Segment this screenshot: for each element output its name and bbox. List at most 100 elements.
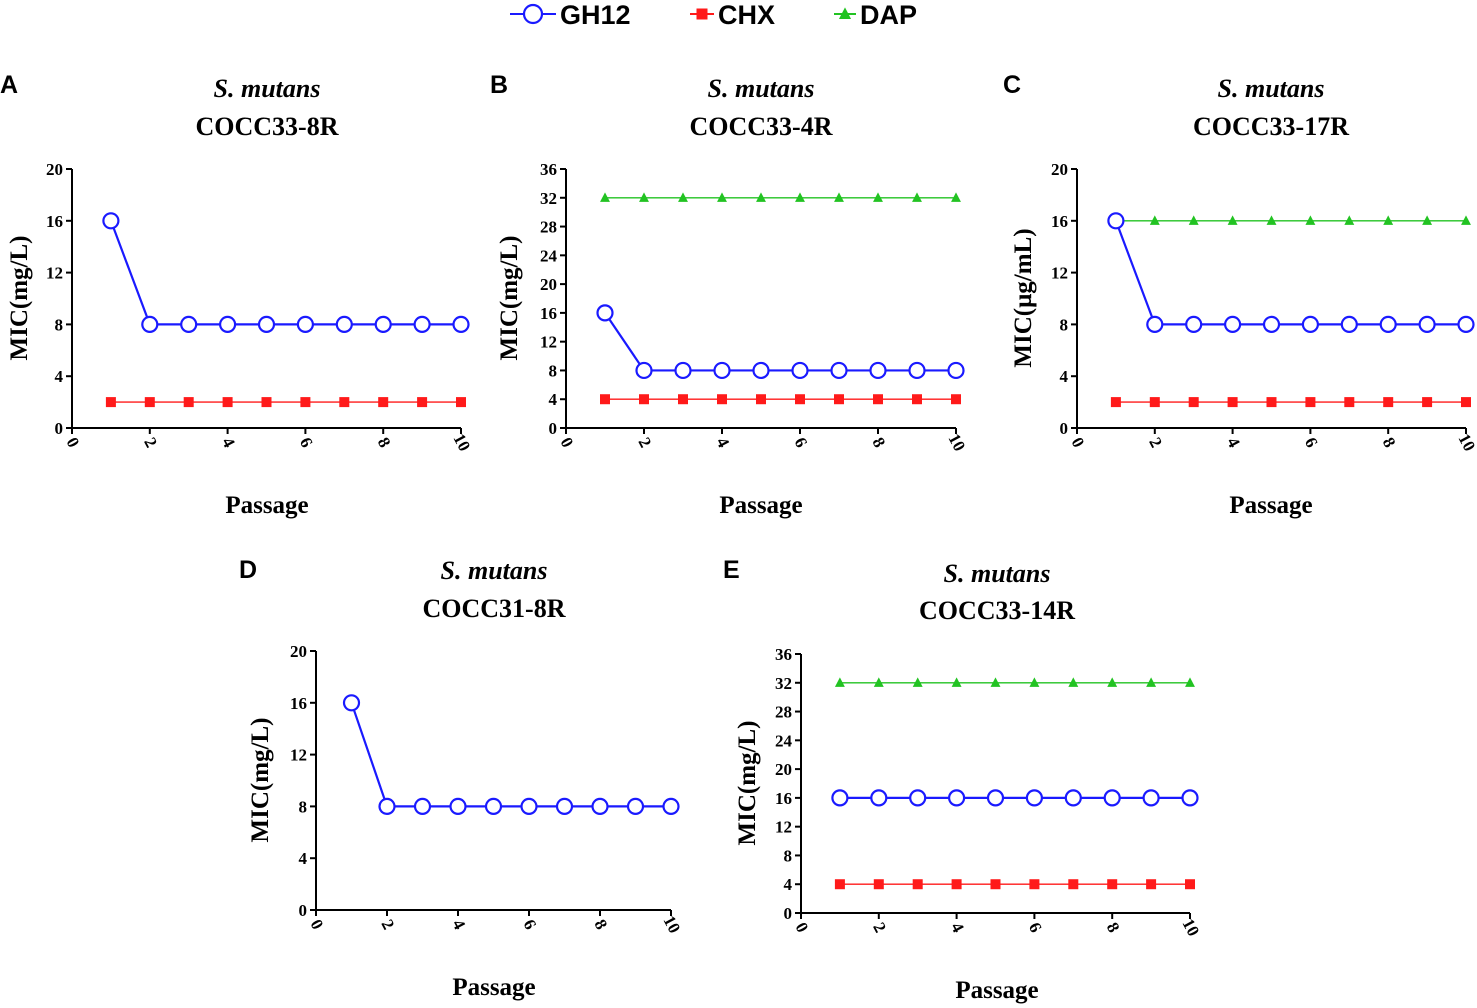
data-point-gh12 (296, 315, 314, 333)
data-point-gh12 (342, 694, 361, 712)
series-line-gh12 (350, 702, 671, 808)
series-line-gh12 (604, 312, 956, 372)
x-tick-label: 4 (218, 434, 239, 451)
x-tick-label: 0 (791, 919, 812, 935)
x-tick-label: 4 (712, 434, 733, 451)
data-point-chx (951, 394, 961, 405)
chart-title-strain: COCC31-8R (423, 594, 566, 623)
legend-label: GH12 (560, 0, 631, 30)
x-tick-label: 2 (1145, 434, 1166, 450)
data-point-dap (678, 192, 688, 202)
x-tick-label: 2 (377, 916, 398, 932)
series-chx (600, 394, 961, 405)
data-point-gh12 (626, 797, 645, 816)
y-tick-label: 16 (540, 304, 557, 323)
y-tick-label: 28 (775, 703, 792, 722)
series-chx (834, 879, 1195, 890)
x-tick-label: 0 (306, 916, 327, 932)
data-point-gh12 (908, 361, 926, 380)
x-tick-label: 8 (1103, 919, 1124, 935)
x-axis-label: Passage (719, 492, 802, 519)
data-point-chx (1266, 397, 1277, 408)
data-point-gh12 (635, 361, 653, 380)
legend-marker (522, 3, 544, 25)
data-point-chx (1422, 397, 1433, 408)
y-tick-label: 28 (540, 218, 557, 237)
data-point-dap (795, 192, 805, 202)
data-point-chx (834, 879, 845, 890)
data-point-dap (717, 192, 727, 202)
y-tick-label: 0 (784, 904, 793, 923)
data-point-gh12 (662, 797, 680, 816)
data-point-gh12 (1457, 315, 1475, 333)
data-point-chx (1068, 879, 1079, 890)
y-tick-label: 16 (290, 694, 307, 713)
data-point-chx (639, 394, 649, 405)
data-point-gh12 (1103, 789, 1121, 807)
y-tick-label: 8 (784, 846, 793, 865)
series-gh12 (102, 212, 470, 333)
data-point-chx (795, 394, 805, 405)
chart-title-species: S. mutans (944, 559, 1051, 588)
legend-label: DAP (860, 0, 917, 30)
data-point-gh12 (1181, 789, 1199, 807)
y-tick-label: 16 (1051, 212, 1068, 231)
data-point-chx (144, 397, 155, 408)
data-point-gh12 (674, 361, 692, 380)
series-chx (1110, 397, 1471, 408)
data-point-gh12 (180, 315, 198, 333)
y-tick-label: 0 (55, 419, 64, 438)
data-point-gh12 (1262, 315, 1281, 333)
data-point-dap (951, 677, 962, 687)
data-point-gh12 (219, 315, 237, 333)
data-point-chx (873, 394, 883, 405)
x-tick-label: 6 (519, 916, 540, 932)
data-point-chx (717, 394, 727, 405)
data-point-dap (1185, 677, 1195, 687)
data-point-chx (456, 397, 466, 408)
chart-title-strain: COCC33-8R (196, 112, 339, 141)
panel-c: C S. mutans COCC33-17R 0 4 8 12 16 20 0 2 4 6 8 10 MIC(… (1003, 71, 1477, 519)
data-point-dap (1107, 677, 1118, 687)
data-point-dap (912, 192, 922, 202)
y-tick-label: 24 (540, 246, 558, 265)
data-point-dap (990, 677, 1001, 687)
data-point-gh12 (870, 789, 888, 807)
x-tick-label: 2 (634, 434, 655, 450)
series-gh12 (831, 789, 1199, 807)
chart-title-strain: COCC33-4R (690, 112, 833, 141)
y-tick-label: 24 (775, 731, 793, 750)
y-tick-label: 12 (775, 818, 792, 837)
series-gh12 (342, 694, 680, 816)
data-point-dap (912, 677, 923, 687)
y-axis-label: MIC(μg/mL) (1010, 228, 1037, 367)
x-tick-label: 10 (659, 912, 684, 936)
data-point-dap (951, 192, 961, 202)
data-point-chx (222, 397, 233, 408)
x-tick-label: 10 (944, 430, 969, 454)
data-point-gh12 (713, 361, 731, 380)
x-tick-label: 0 (62, 434, 83, 450)
chart-title-species: S. mutans (441, 556, 548, 585)
data-point-dap (1305, 215, 1316, 225)
data-point-gh12 (141, 315, 159, 333)
data-point-chx (1110, 397, 1121, 408)
y-tick-label: 12 (540, 333, 557, 352)
panel-d: D S. mutans COCC31-8R 0 4 8 12 16 20 0 2 4 6 8 10 MIC(m… (239, 556, 684, 1001)
data-point-dap (1461, 215, 1471, 225)
x-tick-label: 2 (869, 919, 890, 935)
data-point-chx (1188, 397, 1199, 408)
data-point-gh12 (831, 789, 849, 807)
data-point-chx (600, 394, 610, 405)
y-tick-label: 0 (299, 901, 308, 920)
data-point-gh12 (520, 797, 538, 816)
data-point-chx (912, 879, 923, 890)
data-point-chx (912, 394, 922, 405)
y-axis-label: MIC(mg/L) (247, 718, 274, 843)
x-tick-label: 8 (1379, 434, 1400, 450)
data-point-gh12 (1025, 789, 1044, 807)
x-axis-label: Passage (955, 977, 1038, 1004)
y-tick-label: 0 (549, 419, 558, 438)
x-axis-label: Passage (452, 974, 535, 1001)
